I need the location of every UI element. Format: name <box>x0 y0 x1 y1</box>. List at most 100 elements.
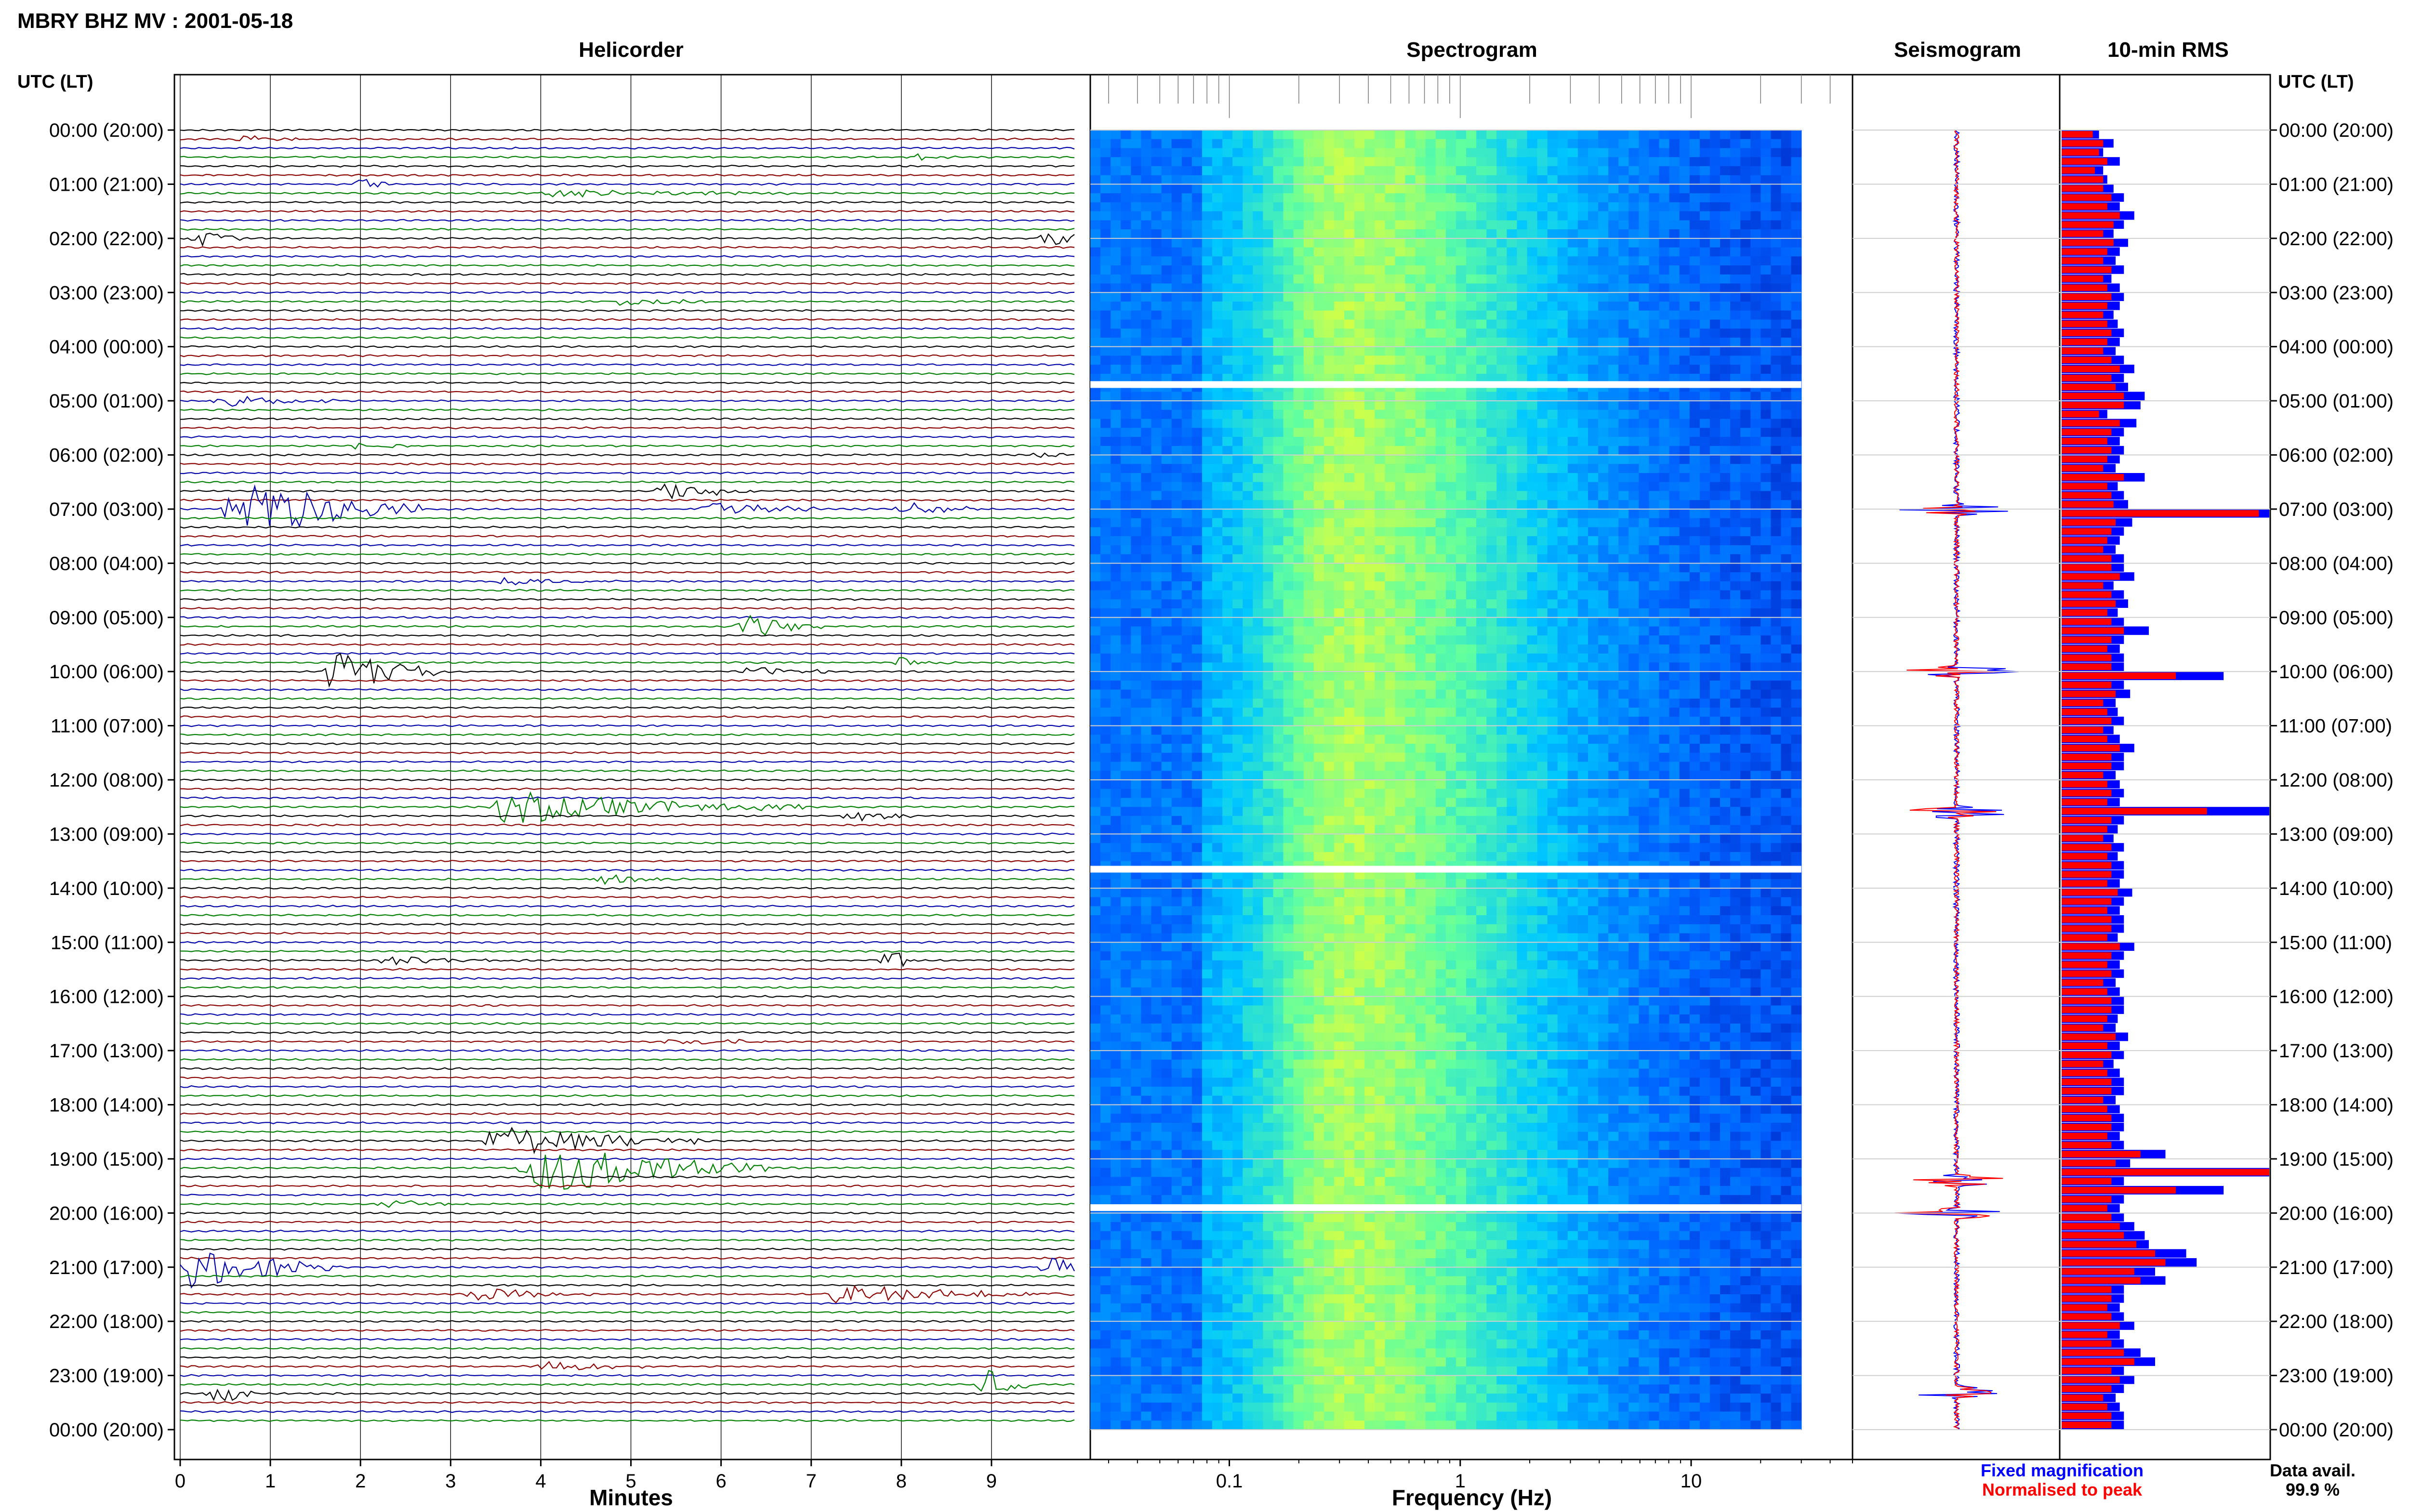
spectrogram-cell <box>1405 1303 1416 1313</box>
spectrogram-cell <box>1344 1231 1355 1241</box>
spectrogram-cell <box>1171 1041 1182 1051</box>
spectrogram-cell <box>1141 581 1152 591</box>
spectrogram-cell <box>1364 1104 1376 1114</box>
spectrogram-cell <box>1293 1258 1304 1268</box>
spectrogram-cell <box>1303 1420 1314 1430</box>
spectrogram-cell <box>1354 1321 1365 1331</box>
spectrogram-cell <box>1181 1294 1192 1304</box>
spectrogram-cell <box>1425 635 1436 645</box>
spectrogram-cell <box>1171 310 1182 320</box>
spectrogram-cell <box>1121 960 1132 970</box>
spectrogram-cell <box>1303 996 1314 1006</box>
spectrogram-cell <box>1334 274 1345 284</box>
spectrogram-cell <box>1263 798 1274 807</box>
spectrogram-cell <box>1191 130 1203 140</box>
spectrogram-cell <box>1415 960 1426 970</box>
spectrogram-cell <box>1171 409 1182 420</box>
spectrogram-cell <box>1141 518 1152 528</box>
spectrogram-cell <box>1273 365 1284 374</box>
spectrogram-cell <box>1171 708 1182 717</box>
spectrogram-cell <box>1405 256 1416 266</box>
spectrogram-cell <box>1283 735 1294 744</box>
spectrogram-cell <box>1121 464 1132 473</box>
spectrogram-cell <box>1151 464 1162 473</box>
spectrogram-cell <box>1334 978 1345 988</box>
spectrogram-cell <box>1415 518 1426 528</box>
spectrogram-cell <box>1202 843 1213 853</box>
spectrogram-cell <box>1293 843 1304 853</box>
spectrogram-cell <box>1151 1078 1162 1087</box>
spectrogram-cell <box>1181 148 1192 158</box>
spectrogram-cell <box>1395 789 1406 799</box>
spectrogram-cell <box>1253 725 1264 736</box>
spectrogram-cell <box>1243 1114 1254 1123</box>
spectrogram-cell <box>1344 852 1355 862</box>
spectrogram-cell <box>1273 482 1284 492</box>
spectrogram-cell <box>1191 987 1203 997</box>
spectrogram-cell <box>1334 464 1345 473</box>
spectrogram-cell <box>1364 626 1376 636</box>
spectrogram-cell <box>1405 491 1416 500</box>
spectrogram-cell <box>1364 545 1376 555</box>
spectrogram-cell <box>1364 1114 1376 1123</box>
spectrogram-cell <box>1364 1240 1376 1249</box>
spectrogram-cell <box>1283 1294 1294 1304</box>
spectrogram-cell <box>1191 184 1203 194</box>
spectrogram-cell <box>1415 708 1426 717</box>
spectrogram-cell <box>1181 1348 1192 1358</box>
spectrogram-cell <box>1313 1005 1324 1015</box>
spectrogram-cell <box>1100 1348 1111 1358</box>
spectrogram-cell <box>1100 942 1111 952</box>
spectrogram-cell <box>1293 762 1304 771</box>
spectrogram-cell <box>1131 392 1142 401</box>
spectrogram-cell <box>1293 599 1304 609</box>
spectrogram-cell <box>1232 572 1243 582</box>
helicorder-trace <box>180 778 1075 782</box>
spectrogram-cell <box>1222 780 1233 789</box>
spectrogram-cell <box>1273 960 1284 970</box>
spectrogram-cell <box>1375 401 1386 410</box>
spectrogram-cell <box>1364 996 1376 1006</box>
spectrogram-cell <box>1171 563 1182 573</box>
spectrogram-cell <box>1191 1240 1203 1249</box>
spectrogram-cell <box>1364 1150 1376 1159</box>
spectrogram-cell <box>1171 807 1182 816</box>
spectrogram-cell <box>1303 626 1314 636</box>
spectrogram-cell <box>1385 617 1396 627</box>
spectrogram-cell <box>1191 419 1203 429</box>
spectrogram-cell <box>1385 1384 1396 1394</box>
spectrogram-cell <box>1334 626 1345 636</box>
spectrogram-cell <box>1395 1168 1406 1178</box>
spectrogram-cell <box>1324 536 1335 546</box>
spectrogram-cell <box>1141 148 1152 158</box>
spectrogram-cell <box>1151 1051 1162 1060</box>
spectrogram-cell <box>1283 1348 1294 1358</box>
spectrogram-cell <box>1151 834 1162 843</box>
spectrogram-cell <box>1171 1051 1182 1060</box>
spectrogram-cell <box>1334 599 1345 609</box>
spectrogram-cell <box>1344 897 1355 907</box>
spectrogram-cell <box>1151 978 1162 988</box>
spectrogram-cell <box>1212 969 1223 979</box>
spectrogram-cell <box>1303 518 1314 528</box>
spectrogram-cell <box>1293 464 1304 473</box>
spectrogram-cell <box>1121 1321 1132 1331</box>
spectrogram-cell <box>1243 1240 1254 1249</box>
spectrogram-cell <box>1405 148 1416 158</box>
spectrogram-cell <box>1090 942 1101 952</box>
spectrogram-cell <box>1273 1276 1284 1286</box>
spectrogram-cell <box>1405 725 1416 736</box>
spectrogram-cell <box>1090 1420 1101 1430</box>
spectrogram-cell <box>1283 1276 1294 1286</box>
spectrogram-cell <box>1354 1267 1365 1277</box>
spectrogram-cell <box>1324 1032 1335 1042</box>
spectrogram-cell <box>1253 1068 1264 1078</box>
spectrogram-cell <box>1283 1411 1294 1421</box>
spectrogram-cell <box>1121 292 1132 302</box>
spectrogram-cell <box>1344 229 1355 239</box>
spectrogram-cell <box>1324 1023 1335 1033</box>
spectrogram-cell <box>1344 1150 1355 1159</box>
spectrogram-cell <box>1181 1032 1192 1042</box>
spectrogram-cell <box>1202 888 1213 898</box>
spectrogram-cell <box>1385 1041 1396 1051</box>
